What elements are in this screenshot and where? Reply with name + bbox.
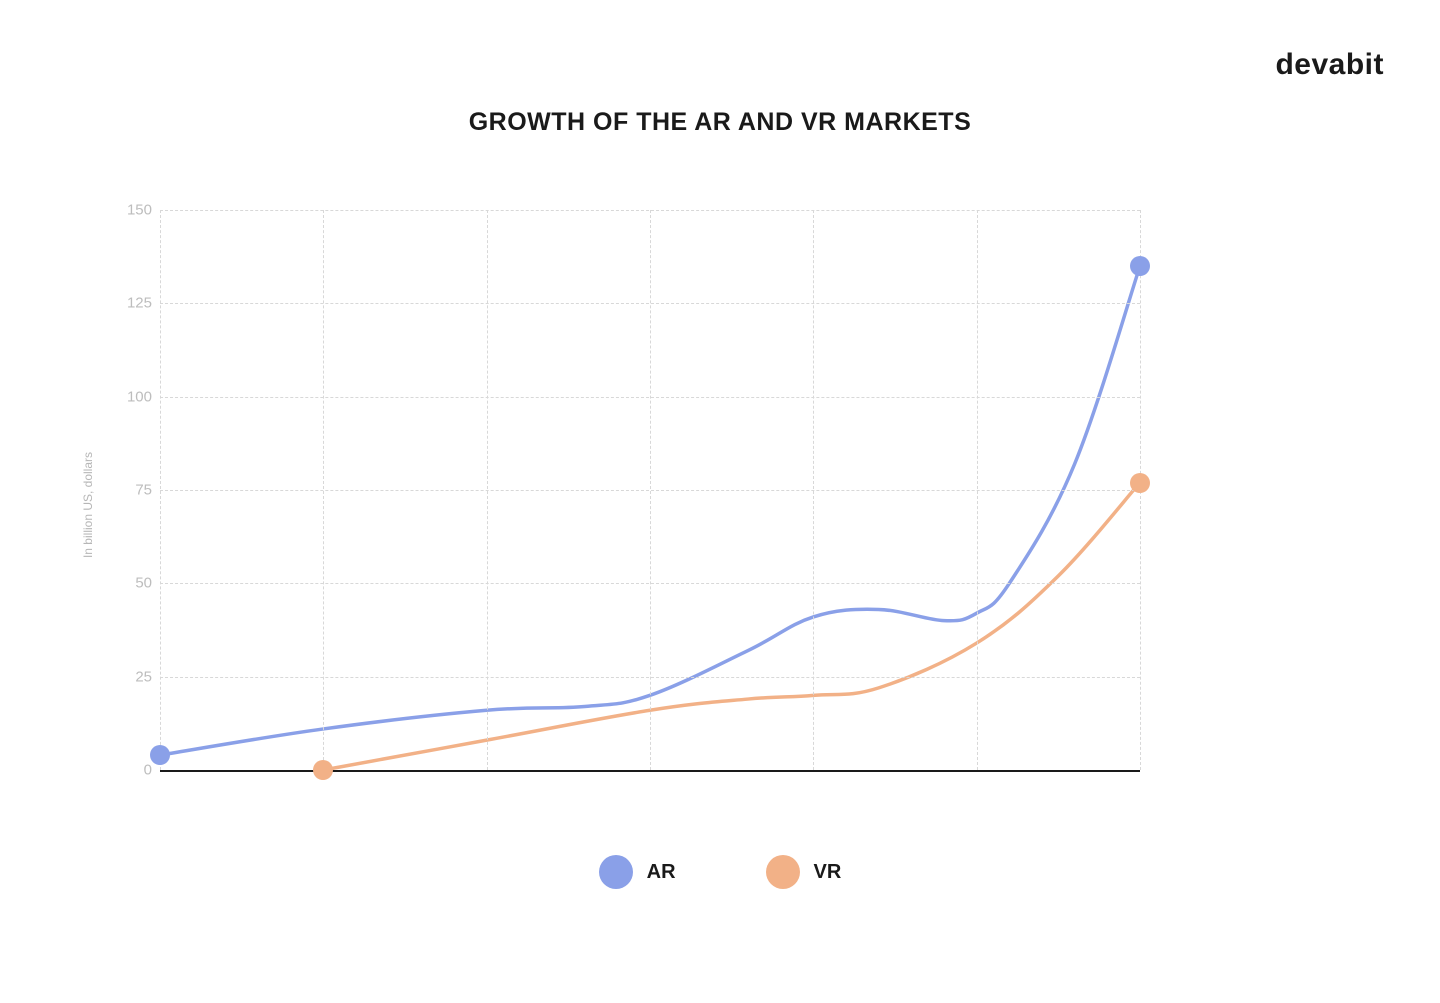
plot-area: 0255075100125150	[160, 210, 1140, 770]
legend-label: VR	[814, 861, 842, 884]
legend-label: AR	[647, 861, 676, 884]
series-end-marker-vr	[1130, 473, 1150, 493]
legend-item-ar: AR	[599, 855, 676, 889]
grid-line-v	[160, 210, 161, 770]
grid-line-v	[813, 210, 814, 770]
y-tick-label: 50	[102, 575, 152, 592]
brand-logo: devabit	[1275, 48, 1384, 82]
grid-line-v	[487, 210, 488, 770]
series-start-marker-vr	[313, 760, 333, 780]
series-end-marker-ar	[1130, 256, 1150, 276]
legend-item-vr: VR	[766, 855, 842, 889]
legend: AR VR	[0, 855, 1440, 889]
y-tick-label: 150	[102, 202, 152, 219]
series-line-vr	[323, 483, 1140, 770]
y-tick-label: 25	[102, 668, 152, 685]
y-axis-label: In billion US, dollars	[81, 452, 95, 558]
chart-container: In billion US, dollars 0255075100125150	[100, 210, 1160, 800]
grid-line-v	[323, 210, 324, 770]
legend-dot-icon	[599, 855, 633, 889]
series-start-marker-ar	[150, 745, 170, 765]
chart-title: GROWTH OF THE AR AND VR MARKETS	[0, 108, 1440, 137]
grid-line-v	[650, 210, 651, 770]
x-axis-line	[160, 770, 1140, 772]
y-tick-label: 125	[102, 295, 152, 312]
y-tick-label: 0	[102, 762, 152, 779]
y-tick-label: 75	[102, 482, 152, 499]
y-tick-label: 100	[102, 388, 152, 405]
grid-line-v	[977, 210, 978, 770]
legend-dot-icon	[766, 855, 800, 889]
